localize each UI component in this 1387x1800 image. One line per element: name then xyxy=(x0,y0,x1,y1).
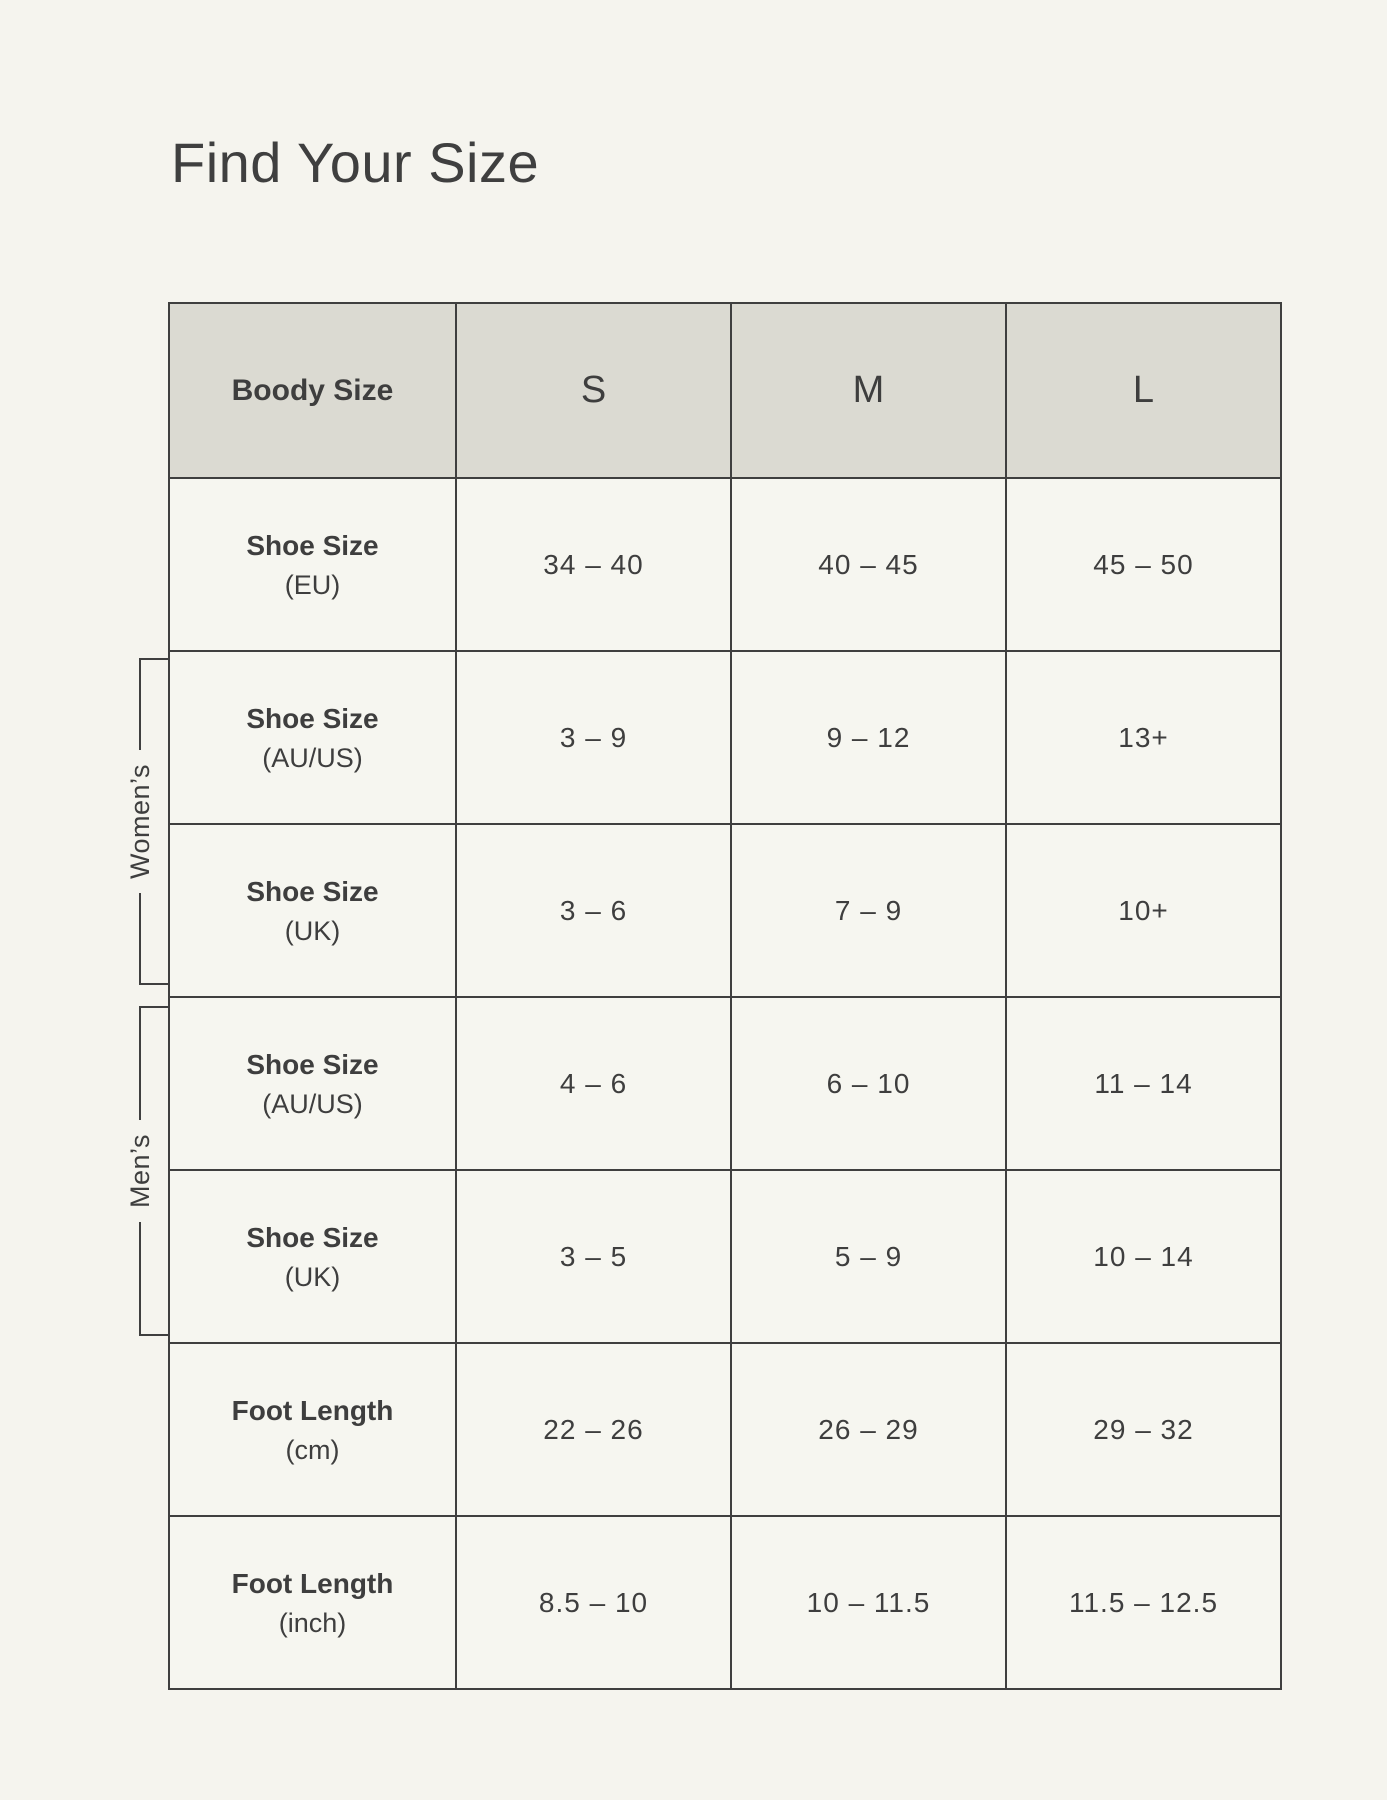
mens-bracket-top-tick xyxy=(139,1006,168,1120)
header-size-s: S xyxy=(580,369,607,411)
table-row-mens-shoe-size-uk: Shoe Size (UK) 3 – 5 5 – 9 10 – 14 xyxy=(168,1169,1282,1344)
row-label: Shoe Size xyxy=(246,875,379,907)
cell-value: 3 – 5 xyxy=(455,1169,732,1344)
row-label: Shoe Size xyxy=(246,1048,379,1080)
womens-bracket: Women’s xyxy=(125,658,168,986)
row-label-cell: Foot Length (inch) xyxy=(168,1515,457,1690)
cell-value: 10 – 14 xyxy=(1005,1169,1282,1344)
cell-value: 45 – 50 xyxy=(1005,477,1282,652)
row-label: Foot Length xyxy=(231,1394,394,1426)
row-unit: (inch) xyxy=(278,1608,347,1639)
header-size-l: L xyxy=(1132,369,1155,411)
row-unit: (AU/US) xyxy=(262,743,363,774)
womens-bracket-top-tick xyxy=(139,658,168,750)
cell-value: 6 – 10 xyxy=(730,996,1007,1171)
cell-value: 22 – 26 xyxy=(455,1342,732,1517)
cell-value: 9 – 12 xyxy=(730,650,1007,825)
mens-bracket-label: Men’s xyxy=(125,1133,155,1209)
header-size-m: M xyxy=(852,369,885,411)
cell-value: 26 – 29 xyxy=(730,1342,1007,1517)
table-header-row: Boody Size S M L xyxy=(168,302,1282,479)
row-label-cell: Shoe Size (AU/US) xyxy=(168,996,457,1171)
header-cell-size-m: M xyxy=(730,302,1007,479)
row-label-cell: Shoe Size (UK) xyxy=(168,823,457,998)
cell-value: 5 – 9 xyxy=(730,1169,1007,1344)
table-row-foot-length-cm: Foot Length (cm) 22 – 26 26 – 29 29 – 32 xyxy=(168,1342,1282,1517)
row-label: Shoe Size xyxy=(246,529,379,561)
row-label: Foot Length xyxy=(231,1567,394,1599)
header-cell-size-s: S xyxy=(455,302,732,479)
header-label: Boody Size xyxy=(231,373,394,407)
row-label-cell: Foot Length (cm) xyxy=(168,1342,457,1517)
row-unit: (UK) xyxy=(284,916,341,947)
row-label-cell: Shoe Size (AU/US) xyxy=(168,650,457,825)
table-row-mens-shoe-size-auus: Shoe Size (AU/US) 4 – 6 6 – 10 11 – 14 xyxy=(168,996,1282,1171)
header-cell-size-l: L xyxy=(1005,302,1282,479)
cell-value: 29 – 32 xyxy=(1005,1342,1282,1517)
cell-value: 40 – 45 xyxy=(730,477,1007,652)
cell-value: 13+ xyxy=(1005,650,1282,825)
mens-bracket: Men’s xyxy=(125,1006,168,1337)
row-unit: (cm) xyxy=(285,1435,340,1466)
table-row-womens-shoe-size-uk: Shoe Size (UK) 3 – 6 7 – 9 10+ xyxy=(168,823,1282,998)
cell-value: 4 – 6 xyxy=(455,996,732,1171)
row-label: Shoe Size xyxy=(246,702,379,734)
cell-value: 11 – 14 xyxy=(1005,996,1282,1171)
table-row-foot-length-inch: Foot Length (inch) 8.5 – 10 10 – 11.5 11… xyxy=(168,1515,1282,1690)
row-label-cell: Shoe Size (EU) xyxy=(168,477,457,652)
womens-bracket-bottom-tick xyxy=(139,893,168,986)
mens-bracket-bottom-tick xyxy=(139,1222,168,1337)
cell-value: 8.5 – 10 xyxy=(455,1515,732,1690)
cell-value: 7 – 9 xyxy=(730,823,1007,998)
cell-value: 10+ xyxy=(1005,823,1282,998)
table-row-shoe-size-eu: Shoe Size (EU) 34 – 40 40 – 45 45 – 50 xyxy=(168,477,1282,652)
cell-value: 11.5 – 12.5 xyxy=(1005,1515,1282,1690)
cell-value: 3 – 9 xyxy=(455,650,732,825)
cell-value: 3 – 6 xyxy=(455,823,732,998)
cell-value: 10 – 11.5 xyxy=(730,1515,1007,1690)
row-label-cell: Shoe Size (UK) xyxy=(168,1169,457,1344)
row-unit: (EU) xyxy=(284,570,341,601)
size-table: Boody Size S M L Shoe Size (EU) 34 – 40 … xyxy=(168,302,1282,1690)
table-row-womens-shoe-size-auus: Shoe Size (AU/US) 3 – 9 9 – 12 13+ xyxy=(168,650,1282,825)
row-label: Shoe Size xyxy=(246,1221,379,1253)
cell-value: 34 – 40 xyxy=(455,477,732,652)
header-cell-boody-size: Boody Size xyxy=(168,302,457,479)
row-unit: (UK) xyxy=(284,1262,341,1293)
page-title: Find Your Size xyxy=(171,131,540,194)
womens-bracket-label: Women’s xyxy=(125,763,155,880)
row-unit: (AU/US) xyxy=(262,1089,363,1120)
